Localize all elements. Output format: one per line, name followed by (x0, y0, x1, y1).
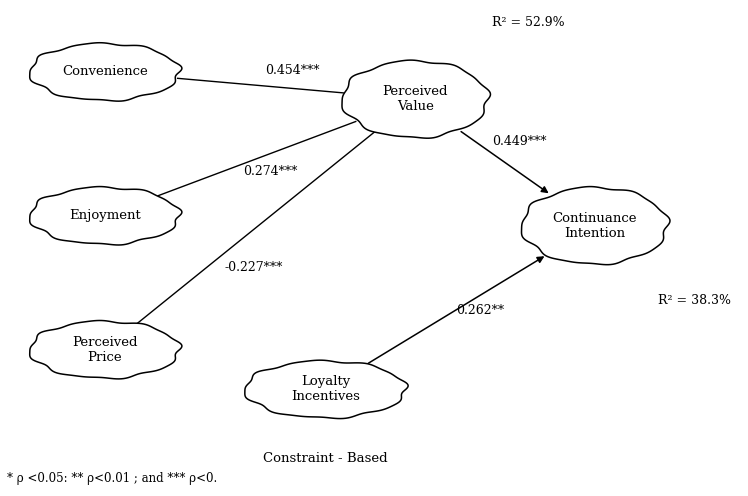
PathPatch shape (30, 320, 182, 379)
Text: 0.454***: 0.454*** (266, 64, 320, 77)
Text: Perceived
Price: Perceived Price (72, 336, 138, 364)
PathPatch shape (521, 186, 670, 265)
Text: 0.449***: 0.449*** (492, 135, 547, 148)
Text: Continuance
Intention: Continuance Intention (553, 212, 637, 240)
Text: -0.227***: -0.227*** (224, 261, 283, 274)
Text: Loyalty
Incentives: Loyalty Incentives (291, 375, 360, 403)
Text: * ρ <0.05: ** ρ<0.01 ; and *** ρ<0.: * ρ <0.05: ** ρ<0.01 ; and *** ρ<0. (7, 472, 218, 485)
Text: Perceived
Value: Perceived Value (382, 85, 448, 113)
Text: 0.274***: 0.274*** (243, 165, 298, 178)
Text: R² = 52.9%: R² = 52.9% (492, 16, 565, 29)
PathPatch shape (30, 186, 182, 245)
Text: 0.262**: 0.262** (456, 304, 504, 316)
PathPatch shape (342, 60, 491, 138)
PathPatch shape (30, 43, 182, 101)
PathPatch shape (245, 360, 408, 419)
Text: Convenience: Convenience (62, 65, 147, 78)
Text: R² = 38.3%: R² = 38.3% (658, 294, 732, 307)
Text: Enjoyment: Enjoyment (69, 209, 141, 222)
Text: Constraint - Based: Constraint - Based (263, 452, 387, 465)
